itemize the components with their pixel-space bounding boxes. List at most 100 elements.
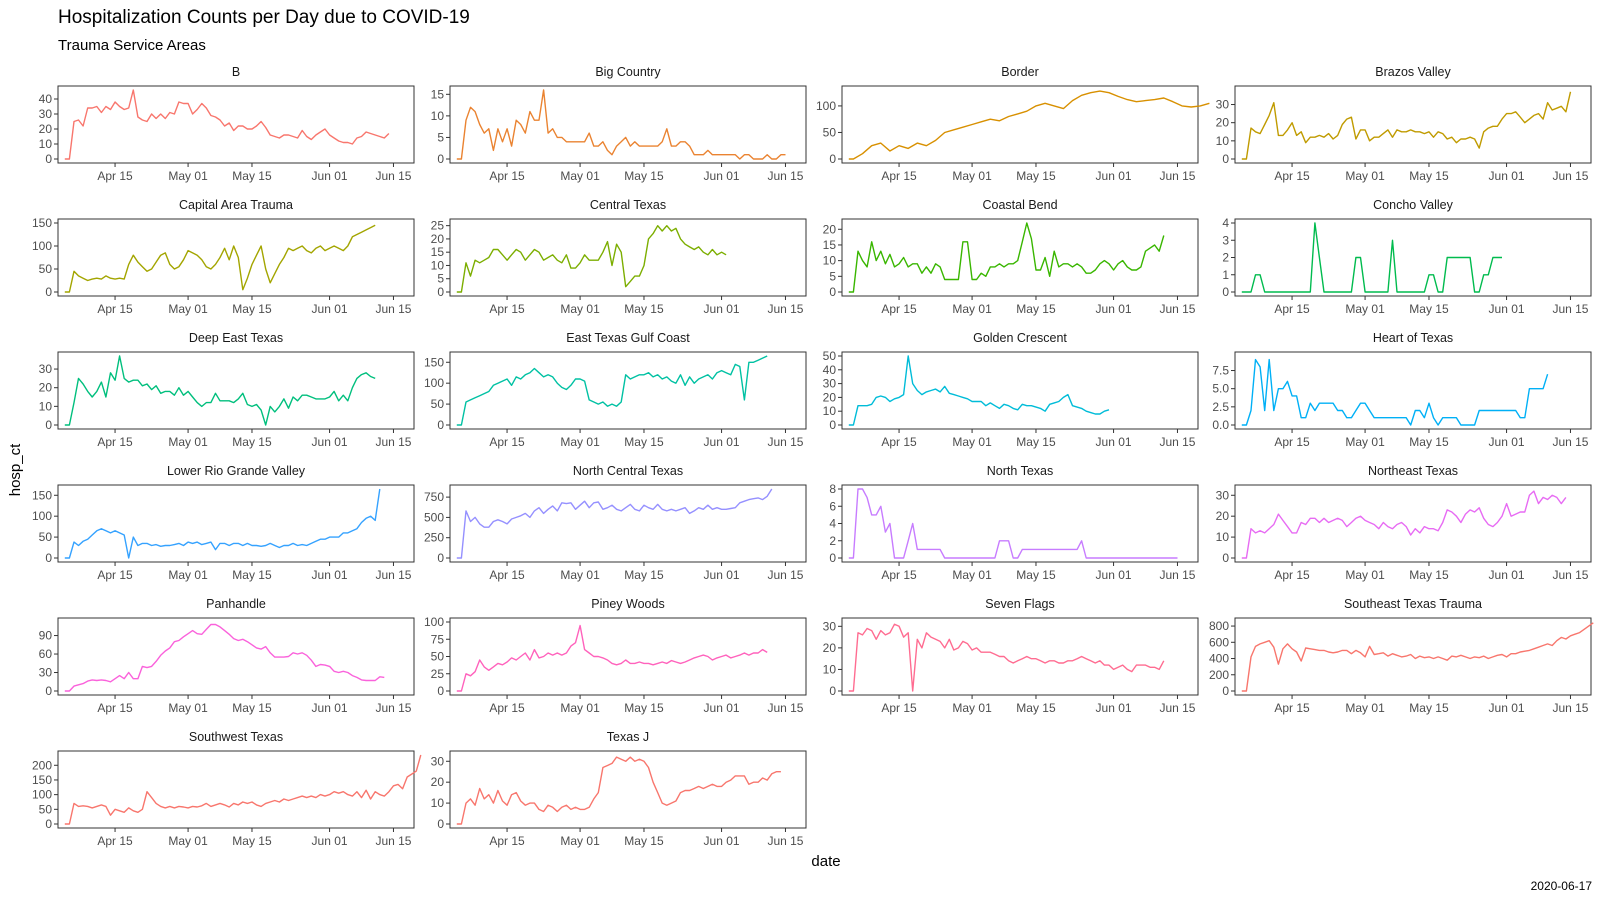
y-tick-label: 5 bbox=[437, 130, 444, 144]
y-tick-label: 0 bbox=[829, 152, 836, 166]
x-tick-label: May 15 bbox=[624, 568, 664, 582]
panel-strip-label: Big Country bbox=[595, 65, 661, 79]
x-tick-label: May 15 bbox=[232, 302, 272, 316]
y-tick-label: 50 bbox=[823, 125, 837, 139]
x-tick-label: Jun 15 bbox=[375, 169, 411, 183]
panel-strip-label: Southeast Texas Trauma bbox=[1344, 597, 1482, 611]
panel-strip-label: Southwest Texas bbox=[189, 730, 283, 744]
y-tick-label: 25 bbox=[431, 667, 445, 681]
series-line bbox=[64, 488, 381, 559]
y-tick-label: 0 bbox=[45, 551, 52, 565]
x-tick-label: Apr 15 bbox=[1274, 169, 1310, 183]
panel-capital-area-trauma: Capital Area Trauma 0 50 100 150 Apr 15 May 01… bbox=[32, 198, 415, 316]
x-tick-label: May 01 bbox=[168, 834, 208, 848]
panel-frame bbox=[1234, 484, 1592, 563]
x-tick-label: Apr 15 bbox=[489, 568, 525, 582]
y-tick-label: 0 bbox=[829, 285, 836, 299]
y-tick-label: 3 bbox=[1222, 233, 1229, 247]
y-tick-label: 7.5 bbox=[1212, 364, 1229, 378]
y-tick-label: 8 bbox=[829, 482, 836, 496]
x-tick-label: Apr 15 bbox=[881, 302, 917, 316]
y-tick-label: 100 bbox=[424, 615, 444, 629]
y-tick-label: 75 bbox=[431, 632, 445, 646]
x-tick-label: Jun 01 bbox=[1096, 169, 1132, 183]
y-tick-label: 50 bbox=[431, 397, 445, 411]
series-line bbox=[456, 756, 781, 825]
y-tick-label: 20 bbox=[431, 775, 445, 789]
x-tick-label: Jun 15 bbox=[1159, 701, 1195, 715]
series-line bbox=[1241, 358, 1549, 426]
y-tick-label: 10 bbox=[823, 254, 837, 268]
y-tick-label: 10 bbox=[431, 796, 445, 810]
panel-frame bbox=[841, 218, 1199, 297]
panel-frame bbox=[57, 351, 415, 430]
y-tick-label: 20 bbox=[823, 641, 837, 655]
y-tick-label: 0 bbox=[437, 418, 444, 432]
panel-frame bbox=[57, 218, 415, 297]
y-tick-label: 5 bbox=[829, 269, 836, 283]
x-tick-label: Jun 01 bbox=[704, 701, 740, 715]
y-tick-label: 5 bbox=[437, 272, 444, 286]
panel-frame bbox=[57, 750, 415, 829]
y-tick-label: 5.0 bbox=[1212, 382, 1229, 396]
panel-strip-label: Seven Flags bbox=[985, 597, 1054, 611]
y-tick-label: 150 bbox=[32, 488, 52, 502]
x-tick-label: May 15 bbox=[1016, 169, 1056, 183]
y-tick-label: 10 bbox=[1216, 134, 1230, 148]
x-tick-label: Apr 15 bbox=[97, 169, 133, 183]
x-tick-label: Jun 15 bbox=[767, 701, 803, 715]
x-tick-label: Jun 01 bbox=[312, 435, 348, 449]
y-tick-label: 150 bbox=[32, 216, 52, 230]
y-tick-label: 10 bbox=[431, 109, 445, 123]
panel-strip-label: Brazos Valley bbox=[1375, 65, 1451, 79]
y-tick-label: 2.5 bbox=[1212, 400, 1229, 414]
x-tick-label: May 15 bbox=[232, 169, 272, 183]
y-tick-label: 0.0 bbox=[1212, 418, 1229, 432]
panel-frame bbox=[841, 484, 1199, 563]
panel-north-texas: North Texas 0 2 4 6 8 Apr 15 May 01 May 15 Jun 01… bbox=[829, 464, 1199, 582]
y-tick-label: 150 bbox=[424, 355, 444, 369]
y-tick-label: 50 bbox=[39, 262, 53, 276]
x-tick-label: Jun 01 bbox=[704, 302, 740, 316]
x-tick-label: Jun 15 bbox=[1552, 302, 1588, 316]
x-tick-label: Apr 15 bbox=[1274, 701, 1310, 715]
panel-texas-j: Texas J 0 10 20 30 Apr 15 May 01 May 15 Jun 01 Ju… bbox=[431, 730, 807, 848]
y-tick-label: 15 bbox=[431, 87, 445, 101]
panel-seven-flags: Seven Flags 0 10 20 30 Apr 15 May 01 May 15 Jun … bbox=[823, 597, 1199, 715]
x-tick-label: May 01 bbox=[1345, 568, 1385, 582]
y-tick-label: 20 bbox=[823, 222, 837, 236]
y-tick-label: 500 bbox=[424, 510, 444, 524]
x-tick-label: Jun 15 bbox=[767, 435, 803, 449]
x-axis-title: date bbox=[811, 853, 840, 870]
x-tick-label: Jun 01 bbox=[704, 568, 740, 582]
y-tick-label: 25 bbox=[431, 219, 445, 233]
y-tick-label: 0 bbox=[45, 152, 52, 166]
x-tick-label: Jun 15 bbox=[1159, 568, 1195, 582]
x-tick-label: Apr 15 bbox=[1274, 568, 1310, 582]
x-tick-label: May 01 bbox=[168, 169, 208, 183]
x-tick-label: Jun 15 bbox=[1159, 435, 1195, 449]
series-line bbox=[64, 89, 390, 160]
x-tick-label: Jun 01 bbox=[704, 834, 740, 848]
y-tick-label: 0 bbox=[829, 684, 836, 698]
y-axis-title: hosp_ct bbox=[7, 443, 24, 496]
x-tick-label: Jun 01 bbox=[1489, 435, 1525, 449]
panel-frame bbox=[841, 617, 1199, 696]
y-tick-label: 250 bbox=[424, 531, 444, 545]
x-tick-label: May 15 bbox=[1409, 701, 1449, 715]
y-tick-label: 400 bbox=[1209, 652, 1229, 666]
panel-strip-label: Coastal Bend bbox=[982, 198, 1057, 212]
series-line bbox=[848, 623, 1165, 692]
y-tick-label: 20 bbox=[39, 122, 53, 136]
series-line bbox=[848, 355, 1110, 426]
y-tick-label: 10 bbox=[1216, 530, 1230, 544]
x-tick-label: Jun 15 bbox=[767, 834, 803, 848]
panel-frame bbox=[1234, 351, 1592, 430]
series-line bbox=[456, 355, 768, 426]
x-tick-label: Apr 15 bbox=[489, 302, 525, 316]
panel-frame bbox=[449, 85, 807, 164]
y-tick-label: 0 bbox=[45, 285, 52, 299]
x-tick-label: May 15 bbox=[1409, 435, 1449, 449]
series-line bbox=[456, 488, 773, 559]
